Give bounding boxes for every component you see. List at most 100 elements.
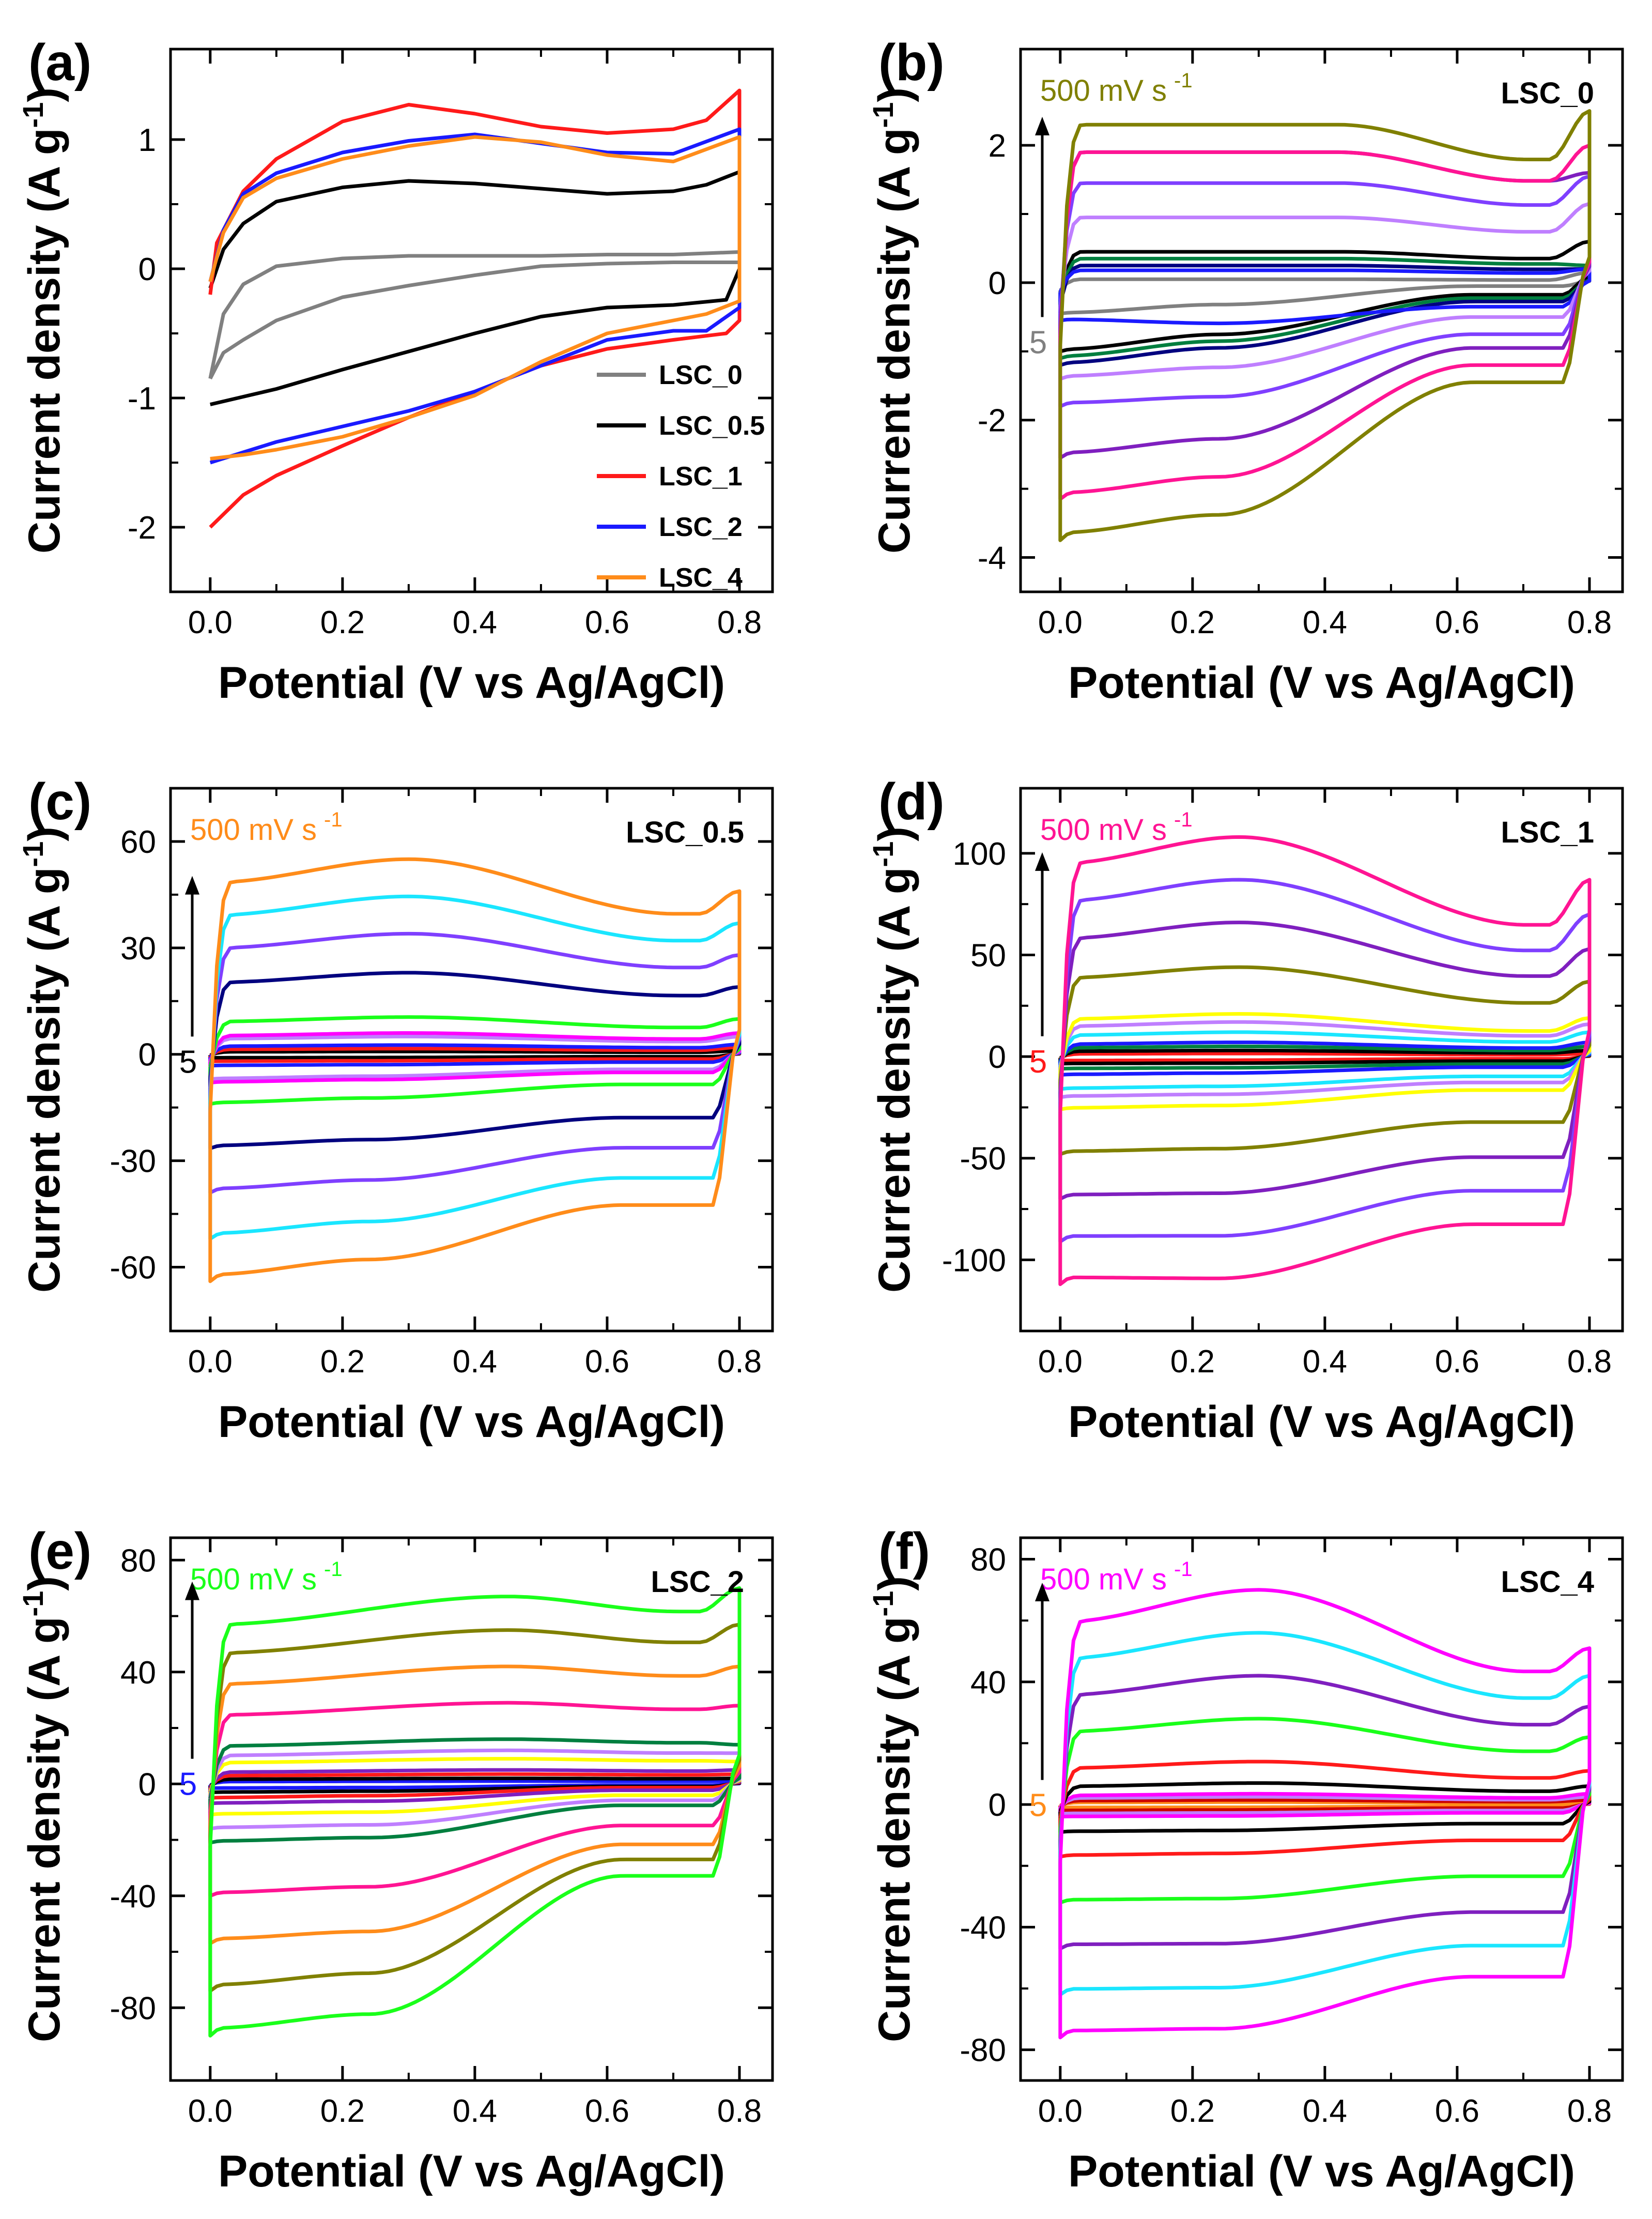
x-tick-label: 0.8 xyxy=(1567,605,1612,640)
y-axis-title: Current density (A g-1) xyxy=(867,827,919,1293)
y-axis-title-close: ) xyxy=(20,827,69,841)
scan-rate-main: 500 mV s xyxy=(190,1563,317,1596)
series-rate-500 xyxy=(208,1586,742,2038)
y-tick-label: -80 xyxy=(110,1991,156,2026)
series-rate-100 xyxy=(1058,1759,1592,1859)
x-tick-label: 0.0 xyxy=(188,2093,233,2129)
y-tick-label: -100 xyxy=(942,1243,1006,1278)
scan-rate-sup: -1 xyxy=(1174,808,1193,831)
plot-frame xyxy=(1019,787,1624,1333)
y-axis-title: Current density (A g-1) xyxy=(17,87,69,554)
y-axis-title: Current density (A g-1) xyxy=(17,827,69,1293)
y-tick-label: -1 xyxy=(128,381,156,417)
scan-rate-main: 500 mV s xyxy=(1040,74,1167,108)
y-tick-label: -80 xyxy=(960,2033,1006,2069)
min-rate-label: 5 xyxy=(179,1767,197,1802)
y-tick-label: 80 xyxy=(970,1542,1006,1578)
scan-rate-sup: -1 xyxy=(1174,1558,1193,1581)
y-axis-title-close: ) xyxy=(870,1576,919,1591)
scan-rate-label: 500 mV s -1 xyxy=(1040,808,1193,847)
plot-frame xyxy=(169,48,774,593)
scan-rate-label: 500 mV s -1 xyxy=(190,1558,343,1596)
series-rate-500 xyxy=(1058,835,1592,1287)
panel-label: (c) xyxy=(28,773,91,831)
y-tick-label: -30 xyxy=(110,1144,156,1180)
legend-label: LSC_2 xyxy=(659,512,743,542)
scan-rate-arrowhead xyxy=(1035,852,1049,871)
x-axis-title: Potential (V vs Ag/AgCl) xyxy=(218,2147,725,2196)
y-axis-title-close: ) xyxy=(870,87,919,102)
y-tick-label: 80 xyxy=(120,1543,156,1579)
y-tick-label: -4 xyxy=(978,541,1006,576)
scan-rate-arrowhead xyxy=(185,876,199,895)
x-tick-label: 0.6 xyxy=(1435,2093,1479,2129)
y-axis-title-main: Current density (A g xyxy=(870,1617,919,2042)
series-rate-500 xyxy=(1058,109,1592,542)
y-tick-label: 100 xyxy=(953,836,1006,872)
chart-d: 0.0 0.2 0.4 0.6 0.8 -100 -50 0 50 100(d) Potential… xyxy=(867,773,1624,1447)
y-tick-label: 0 xyxy=(989,266,1006,301)
x-tick-label: 0.8 xyxy=(1567,1344,1612,1380)
x-axis-title: Potential (V vs Ag/AgCl) xyxy=(1068,2147,1575,2196)
chart-f: 0.0 0.2 0.4 0.6 0.8 -80 -40 0 40 80 (f) Potential (… xyxy=(867,1522,1624,2196)
series-rate-100 xyxy=(208,1015,742,1106)
y-tick-label: -60 xyxy=(110,1250,156,1286)
x-tick-label: 0.6 xyxy=(585,605,629,640)
y-tick-label: 0 xyxy=(138,252,156,287)
min-rate-label: 5 xyxy=(1029,325,1047,360)
y-axis-title-sup: -1 xyxy=(17,841,49,867)
series-rate-100 xyxy=(1058,202,1592,381)
legend-label: LSC_0 xyxy=(659,360,743,390)
y-tick-label: -40 xyxy=(110,1879,156,1915)
x-tick-label: 0.4 xyxy=(453,605,497,640)
y-tick-label: 1 xyxy=(138,123,156,158)
series-rate-200 xyxy=(208,1701,742,1898)
legend-label: LSC_0.5 xyxy=(659,411,765,441)
y-tick-label: 2 xyxy=(989,128,1006,164)
x-tick-label: 0.8 xyxy=(1567,2093,1612,2129)
y-axis-title-close: ) xyxy=(20,1576,69,1591)
x-tick-label: 0.6 xyxy=(1435,605,1479,640)
x-tick-label: 0.2 xyxy=(1170,2093,1215,2129)
scan-rate-label: 500 mV s -1 xyxy=(190,808,343,847)
series-lsc-0 xyxy=(208,250,742,380)
x-tick-label: 0.2 xyxy=(320,605,365,640)
plot-area xyxy=(1058,835,1592,1287)
chart-a: 0.0 0.2 0.4 0.6 0.8 -2 -1 0 1 (a) Potential (V vs … xyxy=(17,34,774,708)
y-tick-label: 50 xyxy=(970,938,1006,973)
x-tick-label: 0.0 xyxy=(188,1344,233,1380)
plot-frame xyxy=(169,1536,774,2082)
sample-tag: LSC_2 xyxy=(651,1565,744,1599)
series-rate-500 xyxy=(208,857,742,1283)
x-tick-label: 0.2 xyxy=(320,1344,365,1380)
scan-rate-main: 500 mV s xyxy=(1040,1563,1167,1596)
y-tick-label: 0 xyxy=(989,1039,1006,1075)
x-tick-label: 0.8 xyxy=(717,605,762,640)
y-axis-title-close: ) xyxy=(20,87,69,102)
plot-area xyxy=(1058,1588,1592,2040)
min-rate-label: 5 xyxy=(1029,1044,1047,1080)
scan-rate-label: 500 mV s -1 xyxy=(1040,1558,1193,1596)
x-tick-label: 0.0 xyxy=(1038,2093,1083,2129)
min-rate-label: 5 xyxy=(1029,1788,1047,1824)
sample-tag: LSC_1 xyxy=(1501,816,1594,849)
y-axis-title-main: Current density (A g xyxy=(870,867,919,1293)
legend-label: LSC_1 xyxy=(659,462,743,492)
x-tick-label: 0.8 xyxy=(717,2093,762,2129)
plot-frame xyxy=(1019,1536,1624,2082)
y-tick-label: -2 xyxy=(128,510,156,546)
plot-frame xyxy=(169,787,774,1333)
y-tick-label: -50 xyxy=(960,1141,1006,1177)
y-axis-title: Current density (A g-1) xyxy=(867,1576,919,2042)
series-rate-500 xyxy=(1058,1588,1592,2040)
scan-rate-sup: -1 xyxy=(1174,69,1193,92)
plot-area xyxy=(208,857,742,1283)
y-axis-title-sup: -1 xyxy=(17,102,49,128)
scan-rate-sup: -1 xyxy=(324,808,343,831)
x-tick-label: 0.4 xyxy=(453,1344,497,1380)
y-tick-label: 0 xyxy=(989,1787,1006,1823)
panel-label: (f) xyxy=(878,1522,930,1580)
panel-label: (a) xyxy=(28,34,91,91)
series-rate-100 xyxy=(208,1737,742,1845)
y-tick-label: -2 xyxy=(978,403,1006,439)
